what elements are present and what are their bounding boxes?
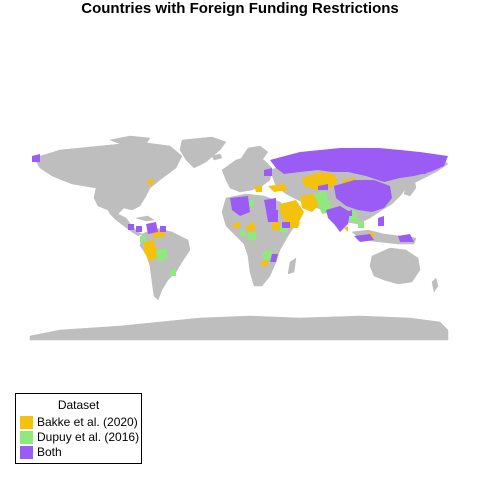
country-cambodia bbox=[358, 220, 364, 228]
country-ghana bbox=[240, 230, 246, 236]
country-russia bbox=[270, 148, 448, 182]
country-sakhalin bbox=[420, 164, 426, 174]
country-uzbekistan bbox=[318, 184, 328, 190]
country-mexico-part bbox=[146, 178, 154, 186]
legend: Dataset Bakke et al. (2020) Dupuy et al.… bbox=[15, 393, 142, 464]
country-tunisia bbox=[248, 200, 254, 206]
country-india bbox=[326, 206, 350, 232]
country-kazakhstan bbox=[302, 172, 338, 190]
legend-label-dupuy: Dupuy et al. (2016) bbox=[37, 430, 140, 444]
country-sudan bbox=[272, 222, 280, 230]
country-peru bbox=[144, 240, 158, 262]
scandinavia bbox=[239, 145, 269, 165]
country-turkey bbox=[268, 184, 288, 192]
iceland bbox=[211, 153, 223, 161]
country-iran bbox=[300, 194, 320, 212]
country-colombia bbox=[146, 222, 158, 234]
legend-swatch-dupuy bbox=[20, 431, 33, 444]
australia bbox=[369, 247, 421, 285]
south-america bbox=[139, 227, 191, 301]
country-eastern-europe bbox=[254, 186, 262, 192]
country-zimbabwe bbox=[262, 250, 272, 260]
greenland bbox=[179, 136, 227, 169]
legend-swatch-bakke bbox=[20, 416, 33, 429]
legend-swatch-both bbox=[20, 446, 33, 459]
country-saudi-arabia bbox=[280, 200, 304, 224]
country-philippines bbox=[378, 216, 384, 226]
country-west-africa bbox=[232, 222, 240, 228]
country-nicaragua bbox=[136, 226, 142, 232]
country-sri-lanka bbox=[344, 226, 348, 232]
both-countries bbox=[32, 148, 448, 262]
country-guatemala bbox=[128, 224, 134, 230]
country-eritrea bbox=[282, 222, 290, 228]
new-zealand bbox=[431, 277, 439, 293]
arctic-islands bbox=[109, 135, 151, 147]
madagascar bbox=[287, 257, 297, 275]
country-indonesia bbox=[354, 234, 374, 242]
country-cameroon bbox=[248, 232, 256, 240]
country-angola bbox=[260, 260, 268, 266]
country-belarus bbox=[264, 168, 272, 176]
mexico bbox=[107, 209, 143, 237]
map-title: Countries with Foreign Funding Restricti… bbox=[81, 0, 399, 17]
country-greenland-edge bbox=[32, 154, 40, 162]
usa bbox=[93, 183, 151, 215]
canada bbox=[33, 141, 183, 189]
country-ecuador bbox=[140, 236, 146, 242]
caribbean bbox=[135, 215, 155, 222]
legend-label-bakke: Bakke et al. (2020) bbox=[37, 415, 138, 429]
country-mozambique bbox=[270, 254, 278, 262]
country-algeria bbox=[230, 196, 250, 216]
uk bbox=[225, 165, 235, 179]
country-china bbox=[334, 180, 392, 212]
country-nigeria bbox=[246, 222, 256, 232]
legend-title: Dataset bbox=[57, 398, 100, 412]
country-papua bbox=[398, 234, 414, 242]
country-bangladesh bbox=[346, 210, 352, 216]
country-uruguay bbox=[170, 268, 176, 276]
japan bbox=[403, 177, 417, 197]
country-bolivia-both bbox=[160, 226, 166, 232]
country-egypt bbox=[264, 198, 276, 210]
country-sudan-both bbox=[266, 210, 278, 222]
country-bolivia bbox=[156, 248, 168, 262]
legend-label-both: Both bbox=[37, 445, 62, 459]
antarctica bbox=[29, 315, 449, 341]
country-afghanistan bbox=[314, 190, 328, 204]
